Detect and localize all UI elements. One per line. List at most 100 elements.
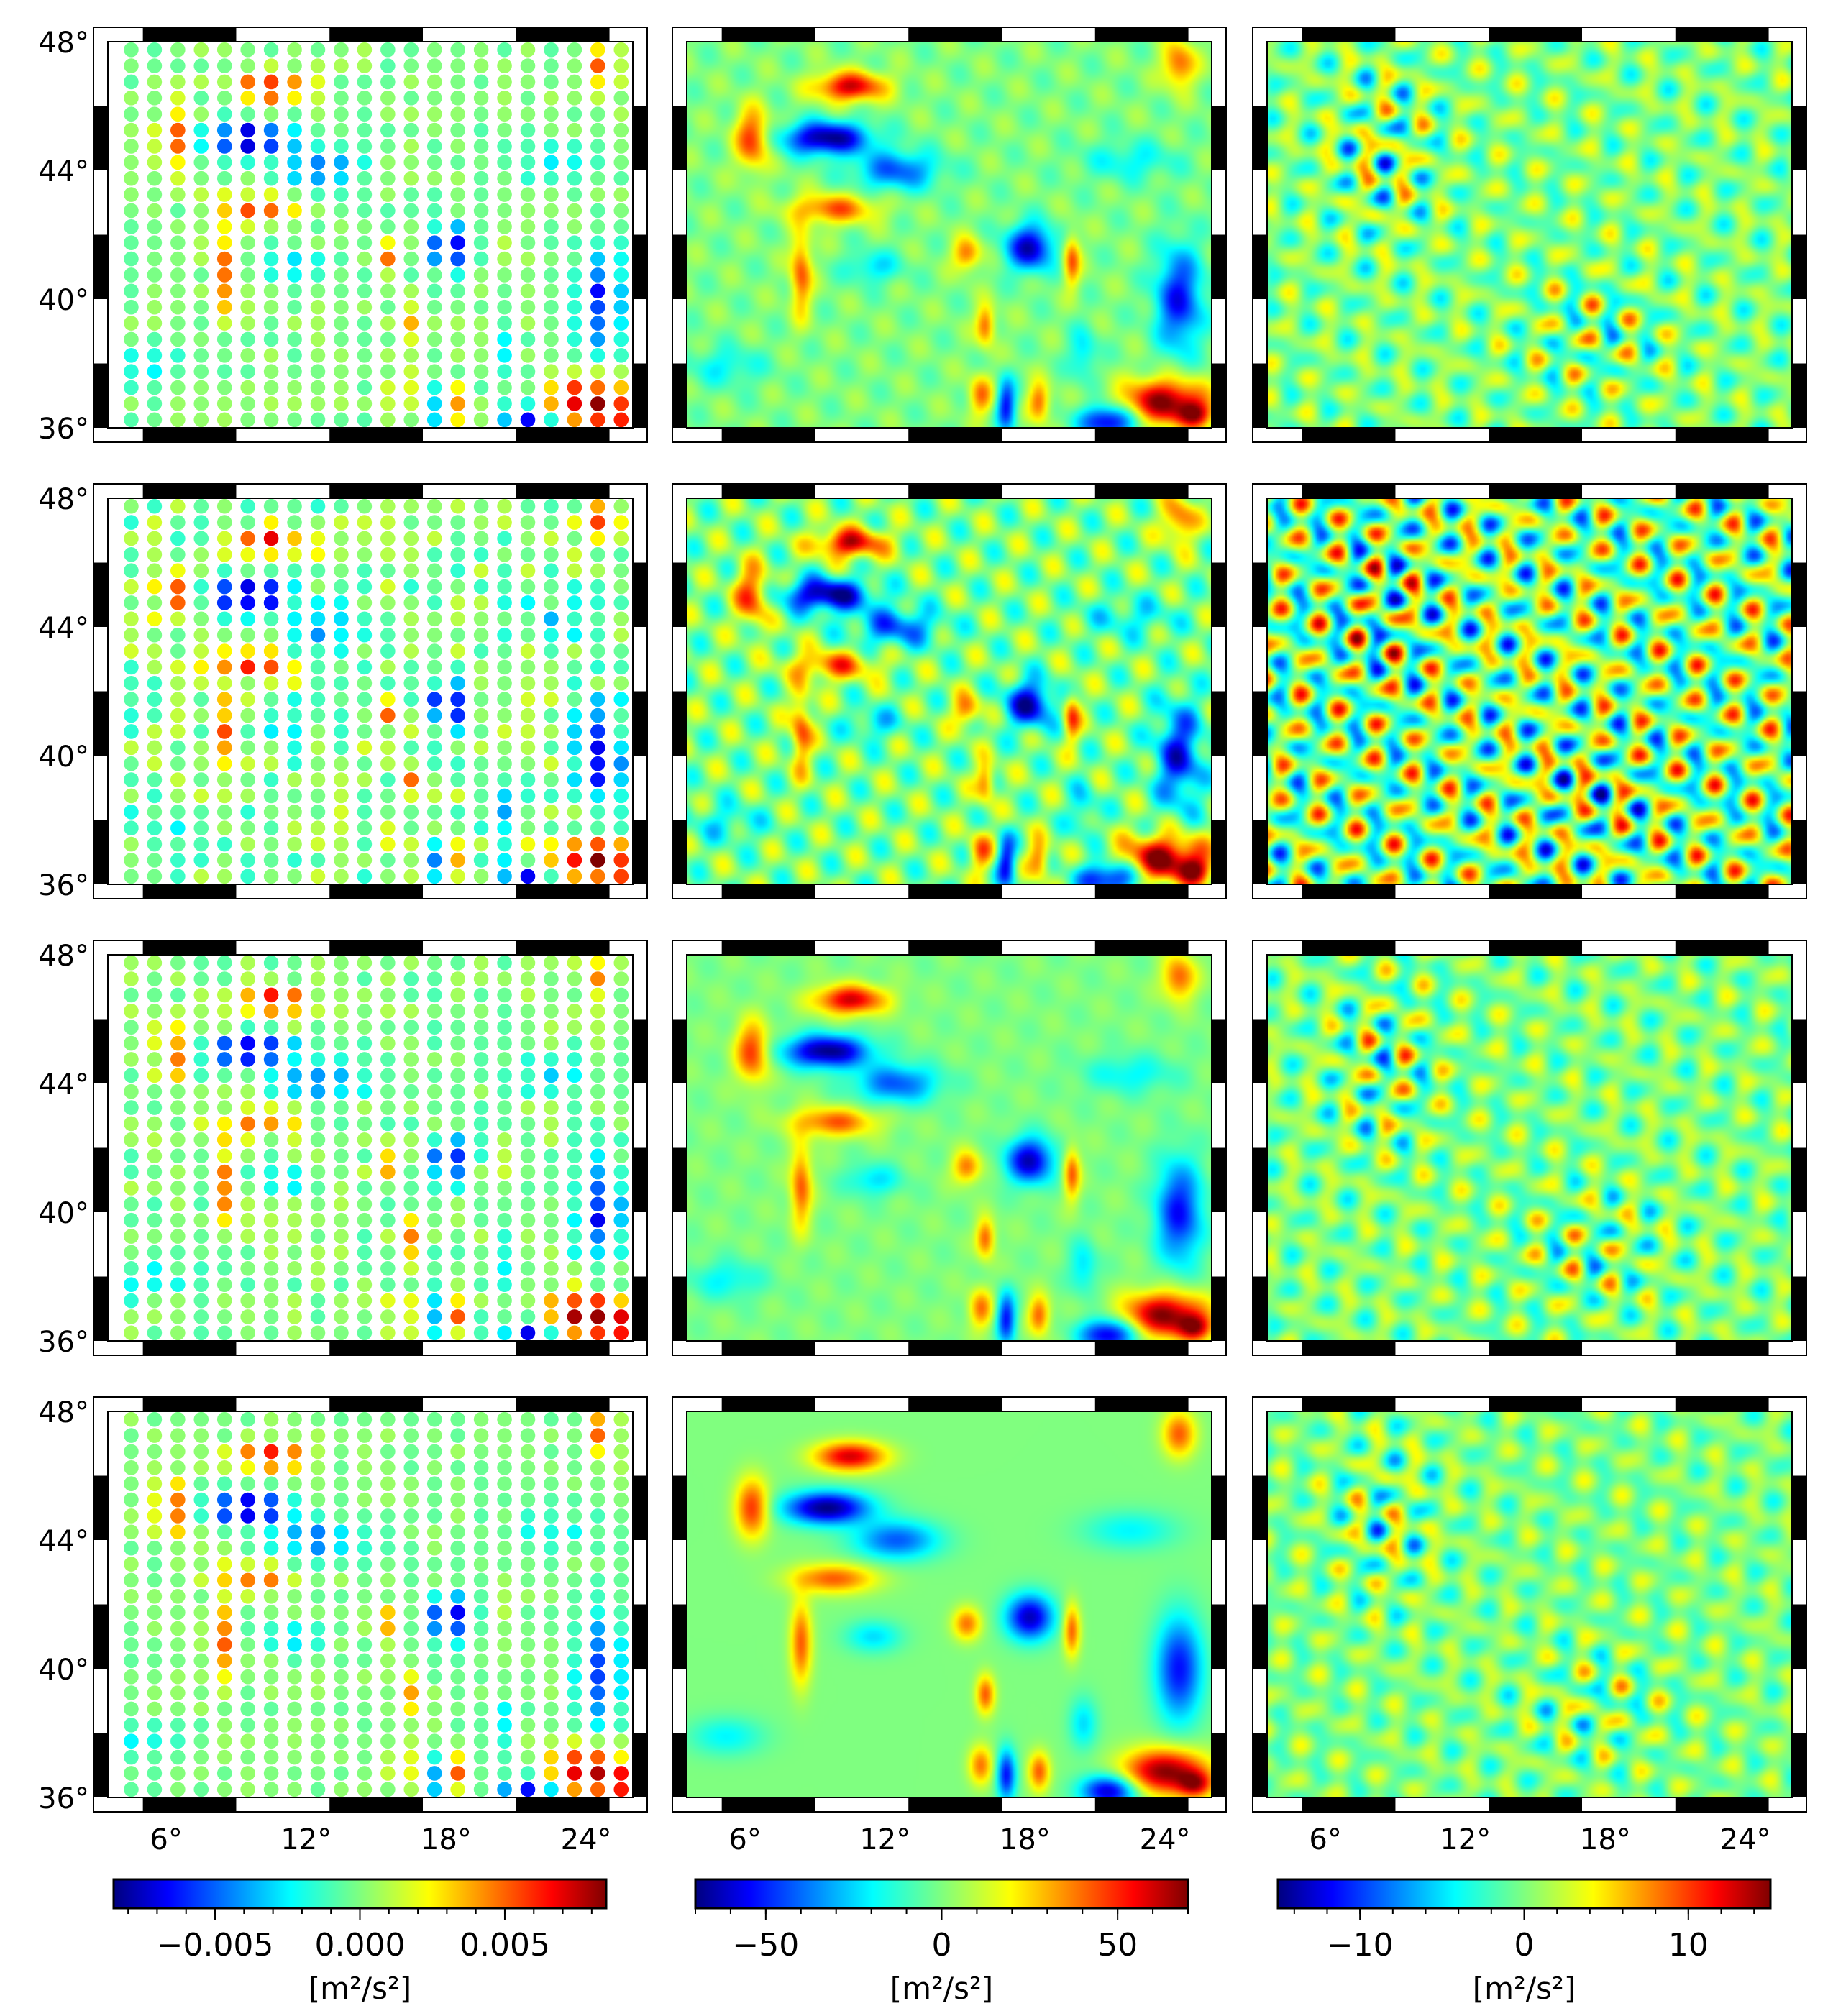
data-point — [590, 1083, 605, 1099]
data-point — [310, 1669, 326, 1685]
data-point — [567, 788, 582, 804]
data-point — [334, 299, 349, 315]
panel-r1-c2 — [672, 27, 1227, 443]
data-point — [310, 58, 326, 73]
data-point — [263, 1116, 279, 1132]
data-point — [216, 659, 232, 675]
y-tick-label: 44° — [38, 1525, 89, 1558]
data-point — [473, 1293, 489, 1309]
data-point — [473, 1325, 489, 1341]
data-point — [240, 283, 255, 299]
data-point — [403, 692, 419, 707]
data-point — [567, 1701, 582, 1717]
data-point — [287, 788, 302, 804]
data-point — [613, 643, 629, 659]
data-point — [310, 1148, 326, 1163]
data-point — [287, 139, 302, 154]
data-point — [567, 1229, 582, 1244]
data-point — [287, 348, 302, 363]
data-point — [403, 1557, 419, 1572]
data-point — [193, 1325, 209, 1341]
data-point — [544, 611, 559, 627]
data-point — [193, 203, 209, 219]
data-point — [310, 788, 326, 804]
data-point — [520, 547, 536, 562]
data-point — [473, 1261, 489, 1276]
data-point — [613, 396, 629, 411]
data-point — [263, 74, 279, 90]
y-tick-label: 40° — [38, 1654, 89, 1687]
data-point — [287, 1749, 302, 1765]
data-point — [334, 1733, 349, 1749]
data-point — [473, 1411, 489, 1427]
data-point — [426, 283, 442, 299]
data-point — [263, 364, 279, 379]
data-point — [357, 724, 373, 739]
data-point — [147, 853, 163, 868]
data-point — [124, 1733, 139, 1749]
data-point — [613, 805, 629, 820]
data-point — [147, 643, 163, 659]
data-point — [357, 364, 373, 379]
data-point — [287, 515, 302, 530]
data-point — [403, 955, 419, 971]
data-point — [193, 1589, 209, 1604]
data-point — [216, 805, 232, 820]
colorbar-tick-label: −50 — [732, 1927, 799, 1964]
data-point — [497, 676, 512, 691]
data-point — [193, 1508, 209, 1524]
data-point — [497, 1733, 512, 1749]
data-point — [520, 1766, 536, 1781]
data-point — [613, 707, 629, 723]
data-point — [497, 1557, 512, 1572]
data-point — [147, 364, 163, 379]
data-point — [334, 1589, 349, 1604]
data-point — [403, 235, 419, 250]
data-point — [403, 396, 419, 411]
data-point — [426, 805, 442, 820]
data-point — [497, 283, 512, 299]
data-point — [473, 772, 489, 787]
data-point — [590, 1733, 605, 1749]
data-point — [147, 1325, 163, 1341]
data-point — [450, 203, 465, 219]
data-point — [380, 498, 396, 514]
data-point — [216, 348, 232, 363]
data-point — [240, 836, 255, 852]
data-point — [450, 772, 465, 787]
data-point — [426, 299, 442, 315]
data-point — [193, 869, 209, 884]
data-point — [216, 74, 232, 90]
data-point — [334, 1148, 349, 1163]
data-point — [310, 853, 326, 868]
data-point — [426, 547, 442, 562]
data-point — [567, 187, 582, 202]
data-point — [380, 1309, 396, 1324]
data-point — [567, 139, 582, 154]
data-point — [357, 515, 373, 530]
data-point — [193, 91, 209, 106]
data-point — [263, 971, 279, 986]
data-point — [357, 42, 373, 58]
data-point — [426, 106, 442, 122]
data-point — [613, 74, 629, 90]
panel-r4-c3: 6° 12° 18° 24° — [1252, 1396, 1807, 1856]
data-point — [216, 1428, 232, 1443]
data-point — [450, 1524, 465, 1540]
data-point — [403, 1068, 419, 1083]
data-point — [450, 91, 465, 106]
data-point — [403, 251, 419, 267]
data-point — [544, 1540, 559, 1556]
data-point — [497, 170, 512, 186]
data-point — [403, 1212, 419, 1228]
data-point — [357, 267, 373, 283]
data-point — [170, 1245, 186, 1260]
data-point — [590, 283, 605, 299]
data-point — [613, 1245, 629, 1260]
data-point — [263, 987, 279, 1003]
data-point — [497, 122, 512, 138]
data-point — [124, 772, 139, 787]
data-point — [426, 1164, 442, 1180]
data-point — [590, 106, 605, 122]
data-point — [426, 595, 442, 610]
